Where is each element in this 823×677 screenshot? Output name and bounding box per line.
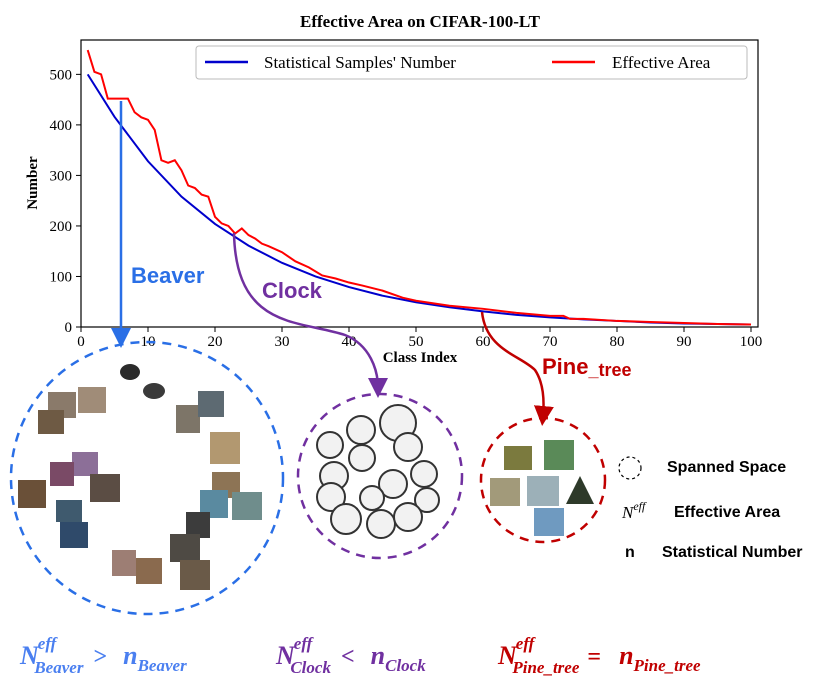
pine-tree-arrow bbox=[480, 311, 554, 426]
series-line-effective-area bbox=[86, 49, 752, 326]
beaver-thumbnail-icon bbox=[18, 364, 262, 590]
clock-space-circle bbox=[296, 392, 464, 560]
chart-legend: Statistical Samples' Number Effective Ar… bbox=[195, 45, 748, 80]
pine-tree-thumbnail-icon bbox=[490, 440, 594, 536]
x-tick-label: 60 bbox=[476, 334, 491, 350]
equation-clock: Neff Clock < nClock bbox=[275, 634, 426, 677]
y-tick-label: 500 bbox=[50, 67, 73, 83]
legend-label-0: Statistical Samples' Number bbox=[264, 53, 456, 72]
beaver-space-circle bbox=[9, 340, 285, 616]
x-tick-label: 70 bbox=[543, 334, 558, 350]
tree-space-circle bbox=[479, 416, 607, 544]
x-axis-label: Class Index bbox=[383, 350, 458, 366]
y-axis: 0 100 200 300 400 500 bbox=[50, 67, 81, 336]
legend-n-symbol: n bbox=[625, 544, 635, 561]
legend-label-1: Effective Area bbox=[612, 53, 711, 72]
legend-effective-area: Effective Area bbox=[674, 504, 780, 521]
legend-spanned-space: Spanned Space bbox=[667, 459, 786, 476]
x-tick-label: 0 bbox=[77, 334, 85, 350]
legend-neff-symbol: Neff bbox=[621, 499, 647, 522]
y-tick-label: 300 bbox=[50, 168, 73, 184]
y-tick-label: 0 bbox=[65, 320, 73, 336]
x-tick-label: 20 bbox=[208, 334, 223, 350]
dashed-circle-icon bbox=[618, 456, 642, 480]
clock-label: Clock bbox=[262, 278, 323, 303]
plot-frame bbox=[80, 39, 759, 328]
legend-statistical-number: Statistical Number bbox=[662, 544, 802, 561]
clock-thumbnail-icon bbox=[316, 404, 440, 539]
y-tick-label: 100 bbox=[50, 269, 73, 285]
x-tick-label: 90 bbox=[677, 334, 692, 350]
y-tick-label: 400 bbox=[50, 118, 73, 134]
x-tick-label: 100 bbox=[740, 334, 763, 350]
y-tick-label: 200 bbox=[50, 219, 73, 235]
pine-tree-label: Pine_tree bbox=[542, 354, 632, 380]
equation-pine-tree: Neff Pine_tree = nPine_tree bbox=[497, 634, 701, 677]
comparison-equation: Neff Beaver > nBeaver Neff Clock < nClock Neff… bbox=[19, 634, 701, 677]
x-tick-label: 80 bbox=[610, 334, 625, 350]
x-tick-label: 30 bbox=[275, 334, 290, 350]
chart-title: Effective Area on CIFAR-100-LT bbox=[300, 12, 541, 31]
y-axis-label: Number bbox=[25, 156, 41, 210]
x-tick-label: 50 bbox=[409, 334, 424, 350]
beaver-label: Beaver bbox=[131, 263, 205, 288]
symbol-legend: Spanned Space Neff Effective Area n Stat… bbox=[618, 456, 802, 561]
equation-beaver: Neff Beaver > nBeaver bbox=[19, 634, 187, 677]
clock-arrow bbox=[232, 232, 388, 398]
